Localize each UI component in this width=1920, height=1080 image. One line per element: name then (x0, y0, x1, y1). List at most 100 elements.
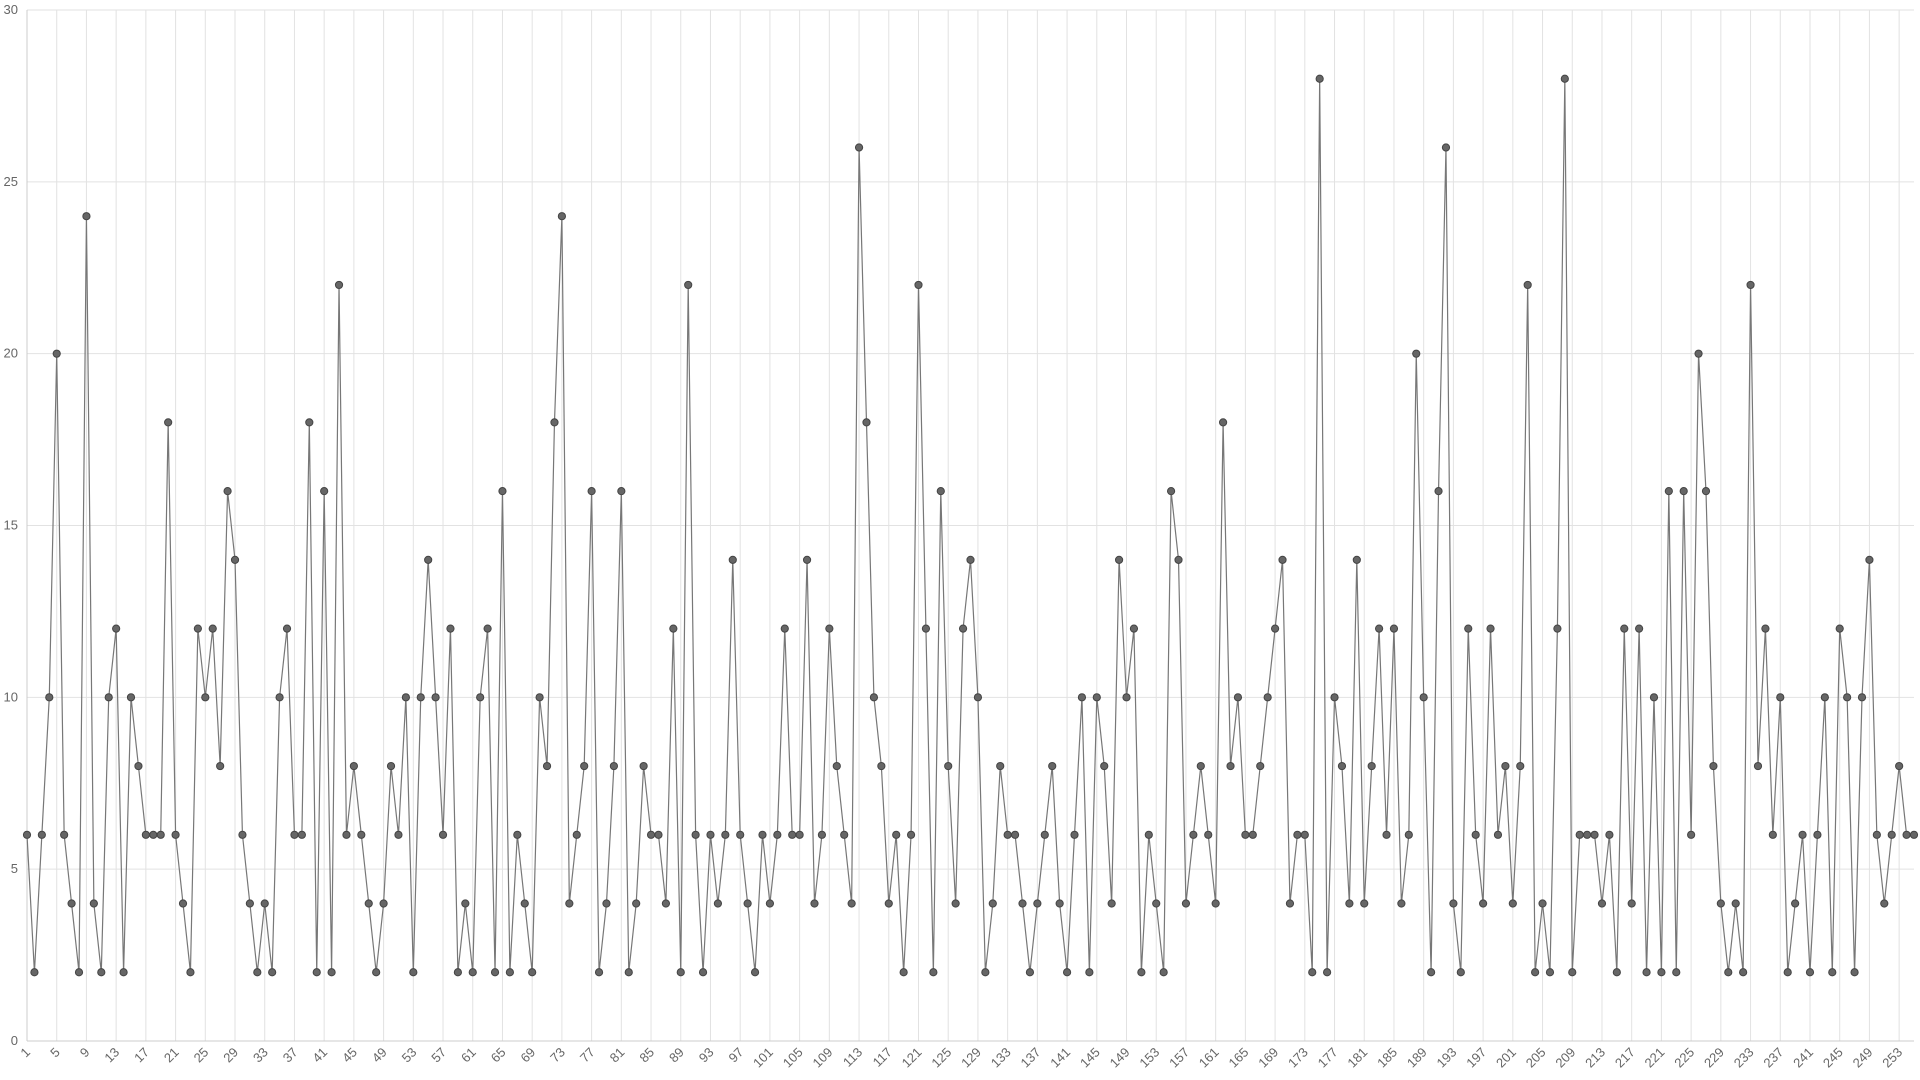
data-point (795, 830, 804, 839)
data-point (572, 830, 581, 839)
data-point (208, 624, 217, 633)
data-point (1776, 693, 1785, 702)
data-point (669, 624, 678, 633)
data-point (104, 693, 113, 702)
data-point (364, 899, 373, 908)
x-tick-label: 185 (1374, 1045, 1400, 1071)
data-point (1508, 899, 1517, 908)
y-tick-label: 0 (11, 1033, 18, 1048)
data-point (1322, 968, 1332, 977)
x-tick-label: 113 (840, 1045, 865, 1070)
y-tick-label: 5 (11, 861, 18, 876)
data-point (320, 487, 329, 496)
data-point (186, 968, 195, 977)
data-point (1471, 830, 1480, 839)
data-point (802, 555, 812, 564)
data-point (1805, 968, 1815, 977)
data-point (1887, 830, 1896, 839)
data-point (171, 830, 180, 839)
data-point (1025, 968, 1035, 977)
data-point (149, 830, 158, 839)
x-tick-label: 65 (488, 1045, 509, 1066)
x-tick-label: 45 (339, 1045, 360, 1066)
data-point (1256, 761, 1265, 771)
data-point (1635, 624, 1644, 633)
data-point (1464, 624, 1473, 633)
data-point (431, 693, 440, 702)
x-tick-label: 93 (696, 1045, 717, 1066)
data-point (1709, 761, 1718, 771)
x-tick-label: 61 (458, 1045, 479, 1066)
data-point (1783, 968, 1792, 977)
x-tick-label: 29 (220, 1045, 241, 1066)
x-tick-label: 41 (309, 1045, 330, 1066)
data-point (966, 555, 975, 564)
data-point (97, 968, 106, 977)
data-point (550, 418, 559, 427)
data-point (1850, 968, 1859, 977)
data-point (1620, 624, 1629, 633)
data-point (1434, 487, 1443, 496)
data-point (1649, 693, 1659, 702)
data-point (862, 418, 871, 427)
data-point (1226, 761, 1235, 771)
data-point (617, 487, 626, 496)
data-point (1375, 624, 1384, 633)
data-point (453, 968, 462, 977)
x-tick-label: 73 (547, 1045, 568, 1066)
x-tick-label: 213 (1582, 1045, 1608, 1071)
data-point (1583, 830, 1592, 839)
x-tick-label: 121 (899, 1045, 925, 1071)
data-point (1048, 761, 1057, 771)
data-point (580, 761, 589, 771)
x-tick-label: 157 (1166, 1045, 1192, 1071)
data-point (1486, 624, 1495, 633)
data-point (721, 830, 730, 839)
data-point (424, 555, 433, 564)
data-point (624, 968, 633, 977)
data-point (661, 899, 671, 908)
x-tick-label: 225 (1671, 1045, 1697, 1071)
data-point (780, 624, 789, 633)
x-tick-label: 193 (1434, 1045, 1460, 1071)
data-point (988, 899, 997, 908)
data-point (1590, 830, 1599, 839)
data-point (758, 830, 767, 839)
x-tick-label: 169 (1255, 1045, 1281, 1071)
data-point (67, 899, 76, 908)
data-point (476, 693, 485, 702)
data-point (810, 899, 819, 908)
data-point (1560, 74, 1569, 83)
x-tick-label: 165 (1226, 1045, 1252, 1071)
data-point (892, 830, 901, 839)
data-point (1597, 899, 1607, 908)
data-point (1813, 830, 1822, 839)
data-point (1174, 555, 1183, 564)
data-point (1270, 624, 1280, 633)
data-point (1627, 899, 1636, 908)
data-point (82, 212, 91, 221)
x-tick-label: 105 (780, 1045, 806, 1071)
data-point (1129, 624, 1139, 633)
x-tick-label: 89 (666, 1045, 687, 1066)
data-point (416, 693, 425, 702)
data-point (201, 693, 210, 702)
x-tick-label: 21 (161, 1045, 182, 1066)
x-tick-label: 17 (131, 1045, 152, 1066)
data-point (1397, 899, 1406, 908)
data-point (119, 968, 128, 977)
data-point (1092, 693, 1101, 702)
data-point (1144, 830, 1153, 839)
data-point (409, 968, 418, 977)
x-tick-label: 209 (1552, 1045, 1578, 1071)
data-point (1196, 761, 1205, 771)
data-point (216, 761, 225, 771)
data-point (505, 968, 514, 977)
data-point (1724, 968, 1733, 977)
data-point (112, 624, 121, 633)
x-tick-label: 205 (1523, 1045, 1549, 1071)
data-point (1241, 830, 1250, 839)
data-point (1360, 899, 1369, 908)
data-point (602, 899, 611, 908)
data-point (1857, 693, 1867, 702)
